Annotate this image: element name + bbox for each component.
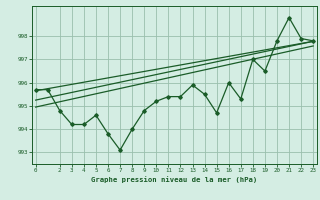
X-axis label: Graphe pression niveau de la mer (hPa): Graphe pression niveau de la mer (hPa) — [91, 176, 258, 183]
